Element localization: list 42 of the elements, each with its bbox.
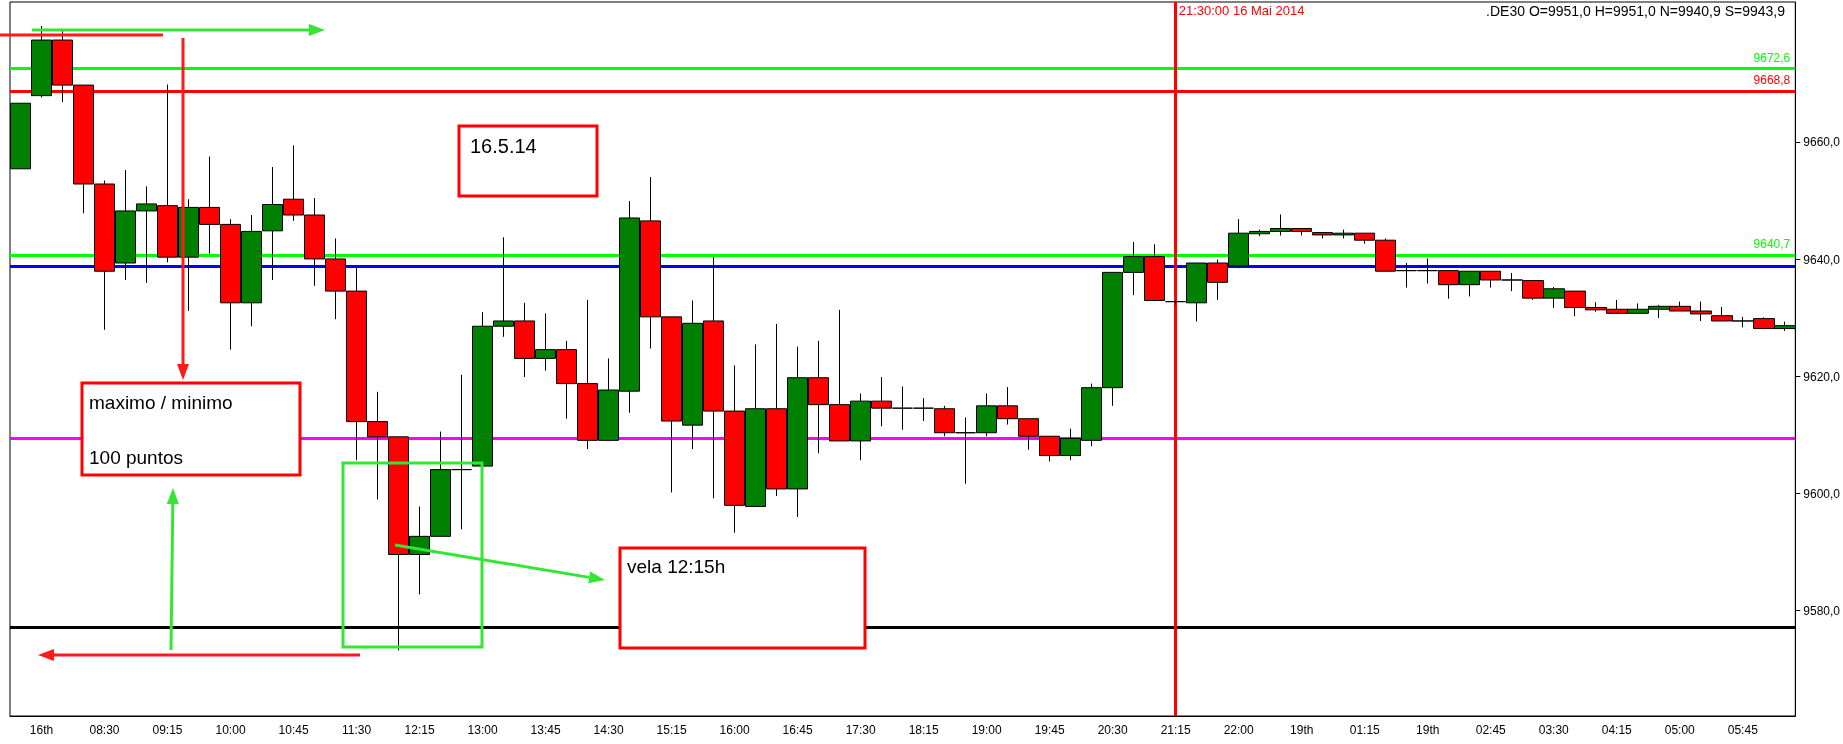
- annotation: vela 12:15h: [627, 556, 726, 578]
- x-tick-label: 04:15: [1601, 723, 1633, 737]
- x-tick-label: 05:00: [1664, 723, 1696, 737]
- x-tick-label: 19:00: [971, 723, 1002, 737]
- ref-line-label: 9672,6: [1753, 50, 1791, 65]
- x-tick-label: 18:15: [908, 723, 939, 737]
- y-tick-label: 9580,0: [1803, 603, 1841, 618]
- x-tick-label: 17:30: [845, 723, 876, 737]
- annotation: 16.5.14: [470, 135, 537, 157]
- y-tick-label: 9620,0: [1803, 369, 1841, 384]
- x-tick-label: 02:45: [1475, 723, 1507, 737]
- x-tick-label: 10:45: [278, 723, 309, 737]
- x-tick-label: 19th: [1290, 723, 1314, 737]
- x-tick-label: 16:00: [719, 723, 750, 737]
- x-tick-label: 03:30: [1538, 723, 1570, 737]
- x-tick-label: 16:45: [782, 723, 813, 737]
- x-tick-label: 19th: [1416, 723, 1440, 737]
- x-tick-label: 08:30: [89, 723, 120, 737]
- x-tick-label: 21:15: [1160, 723, 1192, 737]
- ref-line-label: 21:30:00 16 Mai 2014: [1178, 3, 1305, 18]
- ref-line-label: 9668,8: [1753, 72, 1791, 87]
- x-tick-label: 10:00: [215, 723, 246, 737]
- x-tick-label: 20:30: [1097, 723, 1129, 737]
- x-tick-label: 11:30: [341, 723, 372, 737]
- x-tick-label: 13:00: [467, 723, 498, 737]
- x-tick-label: 13:45: [530, 723, 561, 737]
- y-tick-label: 9660,0: [1803, 135, 1841, 150]
- annotation: maximo / minimo: [89, 392, 233, 414]
- x-tick-label: 14:30: [593, 723, 624, 737]
- annotation: .DE30 O=9951,0 H=9951,0 N=9940,9 S=9943,9: [1486, 2, 1786, 19]
- x-tick-label: 05:45: [1727, 723, 1759, 737]
- x-tick-label: 01:15: [1349, 723, 1381, 737]
- x-tick-label: 09:15: [152, 723, 183, 737]
- y-tick-label: 9600,0: [1803, 486, 1841, 501]
- y-tick-label: 9640,0: [1803, 252, 1841, 267]
- x-tick-label: 19:45: [1034, 723, 1066, 737]
- x-tick-label: 12:15: [404, 723, 435, 737]
- annotation: 100 puntos: [89, 447, 184, 469]
- ref-line-label: 9640,7: [1753, 237, 1791, 252]
- x-tick-label: 22:00: [1223, 723, 1255, 737]
- x-tick-label: 15:15: [656, 723, 687, 737]
- x-tick-label: 16th: [29, 723, 54, 737]
